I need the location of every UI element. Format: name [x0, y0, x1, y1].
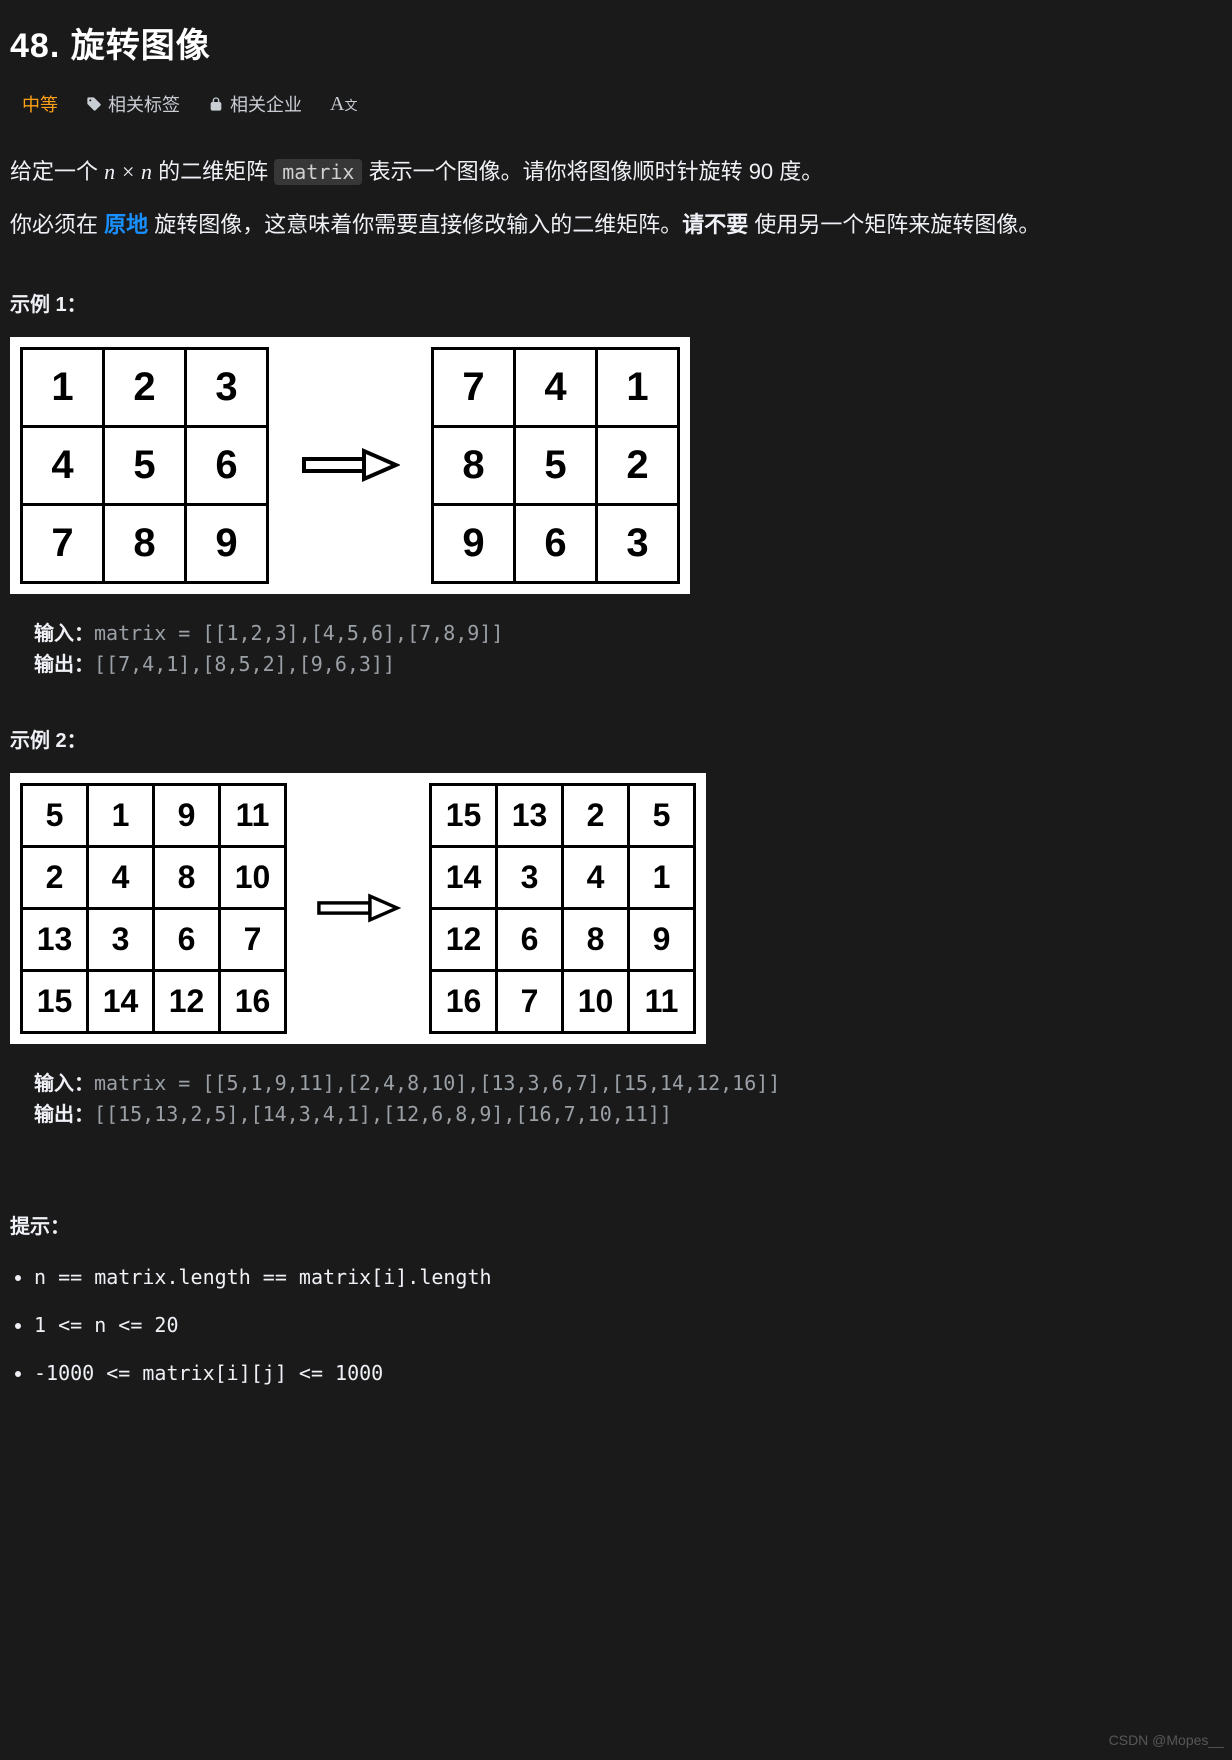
grid-cell: 8 [104, 504, 186, 582]
grid-cell: 7 [220, 908, 286, 970]
hints-list: n == matrix.length == matrix[i].length 1 … [10, 1265, 1222, 1385]
example-2-io: 输入：matrix = [[5,1,9,11],[2,4,8,10],[13,3… [10, 1068, 1222, 1130]
grid-cell: 1 [22, 348, 104, 426]
meta-row: 中等 相关标签 相关企业 A文 [10, 91, 1222, 117]
arrow-icon [313, 891, 403, 925]
grid-cell: 4 [563, 846, 629, 908]
desc-text: 你必须在 [10, 212, 104, 237]
description-line-1: 给定一个 n × n 的二维矩阵 matrix 表示一个图像。请你将图像顺时针旋… [10, 153, 1222, 190]
input-value: matrix = [[1,2,3],[4,5,6],[7,8,9]] [94, 621, 503, 645]
desc-text: 表示一个图像。请你将图像顺时针旋转 90 度。 [362, 159, 823, 184]
grid-cell: 15 [431, 784, 497, 846]
grid-cell: 1 [88, 784, 154, 846]
grid-cell: 1 [629, 846, 695, 908]
input-value: matrix = [[5,1,9,11],[2,4,8,10],[13,3,6,… [94, 1071, 780, 1095]
grid-cell: 7 [433, 348, 515, 426]
hint-item: n == matrix.length == matrix[i].length [34, 1265, 1222, 1289]
input-label: 输入： [34, 623, 94, 645]
grid-cell: 3 [497, 846, 563, 908]
difficulty-badge: 中等 [22, 91, 58, 117]
grid-cell: 14 [431, 846, 497, 908]
arrow-icon [295, 445, 405, 485]
desc-text: 的二维矩阵 [152, 159, 274, 184]
font-size-toggle[interactable]: A文 [330, 93, 357, 116]
grid-cell: 8 [433, 426, 515, 504]
output-label: 输出： [34, 1104, 94, 1126]
grid-cell: 14 [88, 970, 154, 1032]
tag-icon [86, 96, 102, 112]
example-1-label: 示例 1： [10, 288, 1222, 317]
related-tags-link[interactable]: 相关标签 [86, 91, 180, 117]
related-companies-label: 相关企业 [230, 91, 302, 117]
output-value: [[15,13,2,5],[14,3,4,1],[12,6,8,9],[16,7… [94, 1102, 672, 1126]
hint-item: 1 <= n <= 20 [34, 1313, 1222, 1337]
input-label: 输入： [34, 1073, 94, 1095]
grid-cell: 12 [154, 970, 220, 1032]
inline-link[interactable]: 原地 [104, 212, 148, 237]
grid-cell: 5 [104, 426, 186, 504]
grid-cell: 6 [497, 908, 563, 970]
grid-cell: 4 [88, 846, 154, 908]
grid-cell: 9 [629, 908, 695, 970]
grid-cell: 8 [154, 846, 220, 908]
grid-cell: 5 [22, 784, 88, 846]
output-label: 输出： [34, 654, 94, 676]
grid-cell: 8 [563, 908, 629, 970]
inline-code: matrix [274, 159, 362, 185]
grid-cell: 7 [22, 504, 104, 582]
desc-text: 使用另一个矩阵来旋转图像。 [748, 212, 1040, 237]
grid-cell: 10 [220, 846, 286, 908]
grid-cell: 9 [186, 504, 268, 582]
grid-cell: 3 [88, 908, 154, 970]
example-1-input-grid: 123 456 789 [20, 347, 269, 584]
desc-text: 给定一个 [10, 159, 104, 184]
output-value: [[7,4,1],[8,5,2],[9,6,3]] [94, 652, 395, 676]
problem-title: 48. 旋转图像 [10, 18, 1222, 67]
watermark: CSDN @Mopes__ [1109, 1732, 1224, 1748]
related-companies-link[interactable]: 相关企业 [208, 91, 302, 117]
grid-cell: 3 [597, 504, 679, 582]
hints-label: 提示： [10, 1210, 1222, 1239]
desc-bold: 请不要 [682, 212, 748, 237]
grid-cell: 11 [220, 784, 286, 846]
grid-cell: 2 [597, 426, 679, 504]
example-2-output-grid: 151325 14341 12689 1671011 [429, 783, 696, 1034]
desc-text: 旋转图像，这意味着你需要直接修改输入的二维矩阵。 [148, 212, 682, 237]
grid-cell: 3 [186, 348, 268, 426]
grid-cell: 6 [154, 908, 220, 970]
example-2-label: 示例 2： [10, 724, 1222, 753]
grid-cell: 9 [433, 504, 515, 582]
grid-cell: 12 [431, 908, 497, 970]
description-line-2: 你必须在 原地 旋转图像，这意味着你需要直接修改输入的二维矩阵。请不要 使用另一… [10, 206, 1222, 243]
grid-cell: 10 [563, 970, 629, 1032]
grid-cell: 6 [186, 426, 268, 504]
example-1-output-grid: 741 852 963 [431, 347, 680, 584]
example-1-io: 输入：matrix = [[1,2,3],[4,5,6],[7,8,9]] 输出… [10, 618, 1222, 680]
related-tags-label: 相关标签 [108, 91, 180, 117]
grid-cell: 4 [515, 348, 597, 426]
desc-var: n × n [104, 159, 152, 184]
grid-cell: 4 [22, 426, 104, 504]
grid-cell: 2 [104, 348, 186, 426]
grid-cell: 15 [22, 970, 88, 1032]
grid-cell: 13 [22, 908, 88, 970]
grid-cell: 5 [629, 784, 695, 846]
font-icon: A文 [330, 93, 357, 116]
example-2-input-grid: 51911 24810 13367 15141216 [20, 783, 287, 1034]
grid-cell: 13 [497, 784, 563, 846]
lock-icon [208, 96, 224, 112]
grid-cell: 1 [597, 348, 679, 426]
grid-cell: 9 [154, 784, 220, 846]
grid-cell: 16 [220, 970, 286, 1032]
grid-cell: 6 [515, 504, 597, 582]
grid-cell: 16 [431, 970, 497, 1032]
grid-cell: 11 [629, 970, 695, 1032]
grid-cell: 7 [497, 970, 563, 1032]
grid-cell: 2 [22, 846, 88, 908]
example-2-figure: 51911248101336715141216 1513251434112689… [10, 773, 706, 1044]
grid-cell: 5 [515, 426, 597, 504]
hint-item: -1000 <= matrix[i][j] <= 1000 [34, 1361, 1222, 1385]
example-1-figure: 123456789 741852963 [10, 337, 690, 594]
grid-cell: 2 [563, 784, 629, 846]
